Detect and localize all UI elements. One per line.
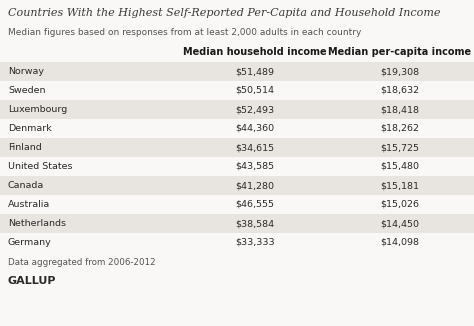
Text: $15,480: $15,480 bbox=[381, 162, 419, 171]
Text: $41,280: $41,280 bbox=[236, 181, 274, 190]
Text: $43,585: $43,585 bbox=[236, 162, 274, 171]
Text: $50,514: $50,514 bbox=[236, 86, 274, 95]
Text: $14,098: $14,098 bbox=[381, 238, 419, 247]
Bar bbox=[0, 233, 474, 252]
Bar bbox=[0, 195, 474, 214]
Text: Median household income: Median household income bbox=[183, 47, 327, 57]
Text: $34,615: $34,615 bbox=[236, 143, 274, 152]
Bar bbox=[0, 214, 474, 233]
Text: Finland: Finland bbox=[8, 143, 42, 152]
Text: Netherlands: Netherlands bbox=[8, 219, 66, 228]
Text: Median figures based on responses from at least 2,000 adults in each country: Median figures based on responses from a… bbox=[8, 28, 361, 37]
Text: $14,450: $14,450 bbox=[381, 219, 419, 228]
Bar bbox=[0, 119, 474, 138]
Text: $15,026: $15,026 bbox=[381, 200, 419, 209]
Text: Germany: Germany bbox=[8, 238, 52, 247]
Text: $18,632: $18,632 bbox=[381, 86, 419, 95]
Text: Norway: Norway bbox=[8, 67, 44, 76]
Text: $38,584: $38,584 bbox=[236, 219, 274, 228]
Text: $51,489: $51,489 bbox=[236, 67, 274, 76]
Text: $18,262: $18,262 bbox=[381, 124, 419, 133]
Text: Countries With the Highest Self-Reported Per-Capita and Household Income: Countries With the Highest Self-Reported… bbox=[8, 8, 440, 18]
Bar bbox=[0, 100, 474, 119]
Text: Sweden: Sweden bbox=[8, 86, 46, 95]
Text: Canada: Canada bbox=[8, 181, 44, 190]
Text: GALLUP: GALLUP bbox=[8, 276, 56, 286]
Bar bbox=[0, 62, 474, 81]
Text: $15,181: $15,181 bbox=[381, 181, 419, 190]
Text: Denmark: Denmark bbox=[8, 124, 52, 133]
Text: Luxembourg: Luxembourg bbox=[8, 105, 67, 114]
Bar bbox=[0, 176, 474, 195]
Text: $33,333: $33,333 bbox=[235, 238, 275, 247]
Text: $52,493: $52,493 bbox=[236, 105, 274, 114]
Text: $19,308: $19,308 bbox=[381, 67, 419, 76]
Text: $18,418: $18,418 bbox=[381, 105, 419, 114]
Bar bbox=[0, 157, 474, 176]
Text: Median per-capita income: Median per-capita income bbox=[328, 47, 472, 57]
Text: $46,555: $46,555 bbox=[236, 200, 274, 209]
Text: $44,360: $44,360 bbox=[236, 124, 274, 133]
Text: $15,725: $15,725 bbox=[381, 143, 419, 152]
Bar bbox=[0, 138, 474, 157]
Text: Data aggregated from 2006-2012: Data aggregated from 2006-2012 bbox=[8, 258, 155, 267]
Text: Australia: Australia bbox=[8, 200, 50, 209]
Bar bbox=[0, 81, 474, 100]
Text: United States: United States bbox=[8, 162, 73, 171]
